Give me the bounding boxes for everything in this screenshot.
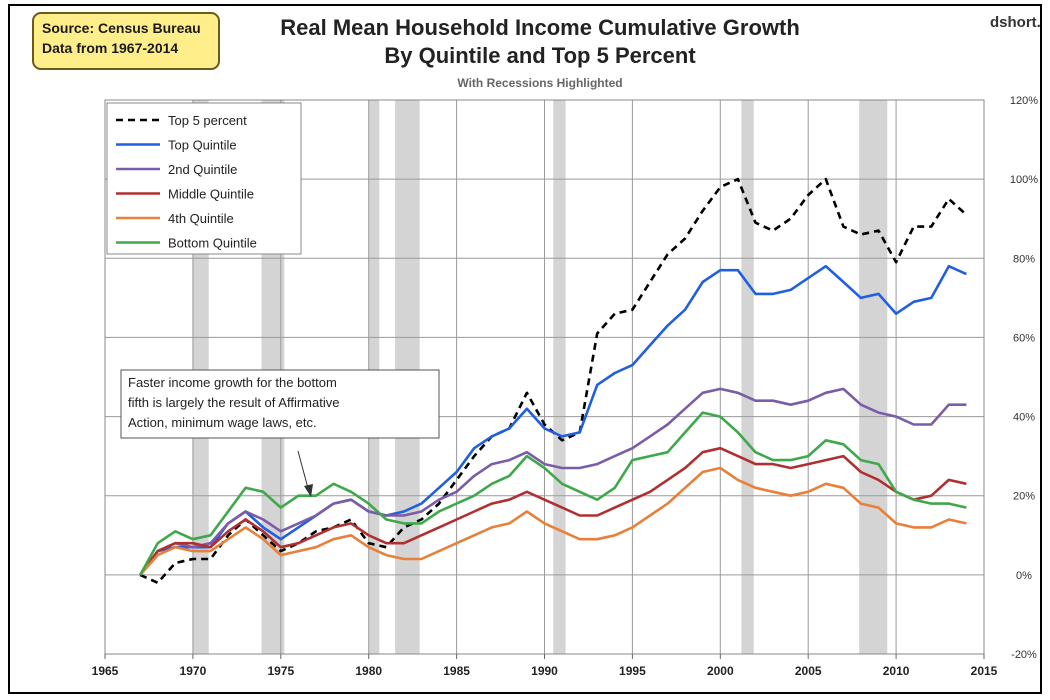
annotation-line-2: fifth is largely the result of Affirmati…	[128, 395, 339, 410]
y-tick-label-7: 120%	[1010, 95, 1038, 107]
x-tick-label-5: 1990	[531, 664, 558, 678]
annotation-box	[120, 369, 440, 439]
y-tick-label-6: 100%	[1010, 174, 1038, 186]
x-tick-label-0: 1965	[92, 664, 119, 678]
series-line-top-quintile	[139, 264, 967, 576]
legend-box	[106, 102, 302, 255]
recession-band-6	[859, 100, 888, 654]
x-tick-label-6: 1995	[619, 664, 646, 678]
y-tick-label-0: -20%	[1011, 649, 1037, 661]
source-note: Source: Census Bureau Data from 1967-201…	[32, 12, 220, 70]
chart-title-line-1: Real Mean Household Income Cumulative Gr…	[280, 15, 800, 40]
legend-label-bottom-quintile: Bottom Quintile	[168, 236, 257, 251]
source-line-2: Data from 1967-2014	[42, 40, 179, 56]
annotation-line-1: Faster income growth for the bottom	[128, 375, 337, 390]
recession-band-4	[553, 100, 566, 654]
legend: Top 5 percent Top Quintile 2nd Quintile Mid…	[106, 102, 302, 255]
y-tick-label-5: 80%	[1013, 253, 1035, 265]
series-line-2nd-quintile	[139, 387, 967, 576]
x-tick-label-3: 1980	[355, 664, 382, 678]
x-tick-label-8: 2005	[795, 664, 822, 678]
chart-subtitle: With Recessions Highlighted	[457, 76, 623, 90]
x-tick-label-10: 2015	[971, 664, 998, 678]
series-line-4th-quintile	[139, 466, 967, 576]
chart-title-line-2: By Quintile and Top 5 Percent	[384, 43, 696, 68]
y-axis-ticks: -20% 0% 20% 40% 60% 80% 100% 120%	[1010, 95, 1038, 661]
series-lines	[139, 177, 968, 585]
annotation-callout: Faster income growth for the bottom fift…	[120, 369, 440, 497]
x-tick-label-7: 2000	[707, 664, 734, 678]
series-line-middle-quintile	[139, 446, 967, 576]
legend-label-4th-quintile: 4th Quintile	[168, 211, 234, 226]
brand-label: dshort.c	[990, 14, 1041, 31]
line-chart: 1965 1970 1975 1980 1985 1990 1995 2000 2005 2010…	[92, 95, 1039, 678]
source-line-1: Source: Census Bureau	[42, 20, 201, 36]
x-tick-label-2: 1975	[267, 664, 294, 678]
series-line-bottom-quintile	[139, 411, 967, 576]
x-tick-label-1: 1970	[180, 664, 207, 678]
chart-frame: 1965 1970 1975 1980 1985 1990 1995 2000 2005 2010…	[8, 4, 1042, 694]
x-axis-ticks: 1965 1970 1975 1980 1985 1990 1995 2000 2005 2010…	[92, 654, 998, 678]
y-tick-label-2: 20%	[1013, 491, 1035, 503]
annotation-line-3: Action, minimum wage laws, etc.	[128, 415, 317, 430]
recession-band-5	[741, 100, 754, 654]
y-tick-label-4: 60%	[1013, 332, 1035, 344]
y-tick-label-1: 0%	[1016, 570, 1032, 582]
legend-label-top-quintile: Top Quintile	[168, 138, 237, 153]
x-tick-label-9: 2010	[883, 664, 910, 678]
y-tick-label-3: 40%	[1013, 412, 1035, 424]
chart-title: Real Mean Household Income Cumulative Gr…	[240, 14, 840, 70]
annotation-arrowhead	[304, 484, 313, 497]
annotation-arrow	[297, 450, 310, 493]
legend-label-middle-quintile: Middle Quintile	[168, 187, 254, 202]
legend-label-2nd-quintile: 2nd Quintile	[168, 162, 237, 177]
x-tick-label-4: 1985	[443, 664, 470, 678]
legend-label-top-5-percent: Top 5 percent	[168, 113, 247, 128]
